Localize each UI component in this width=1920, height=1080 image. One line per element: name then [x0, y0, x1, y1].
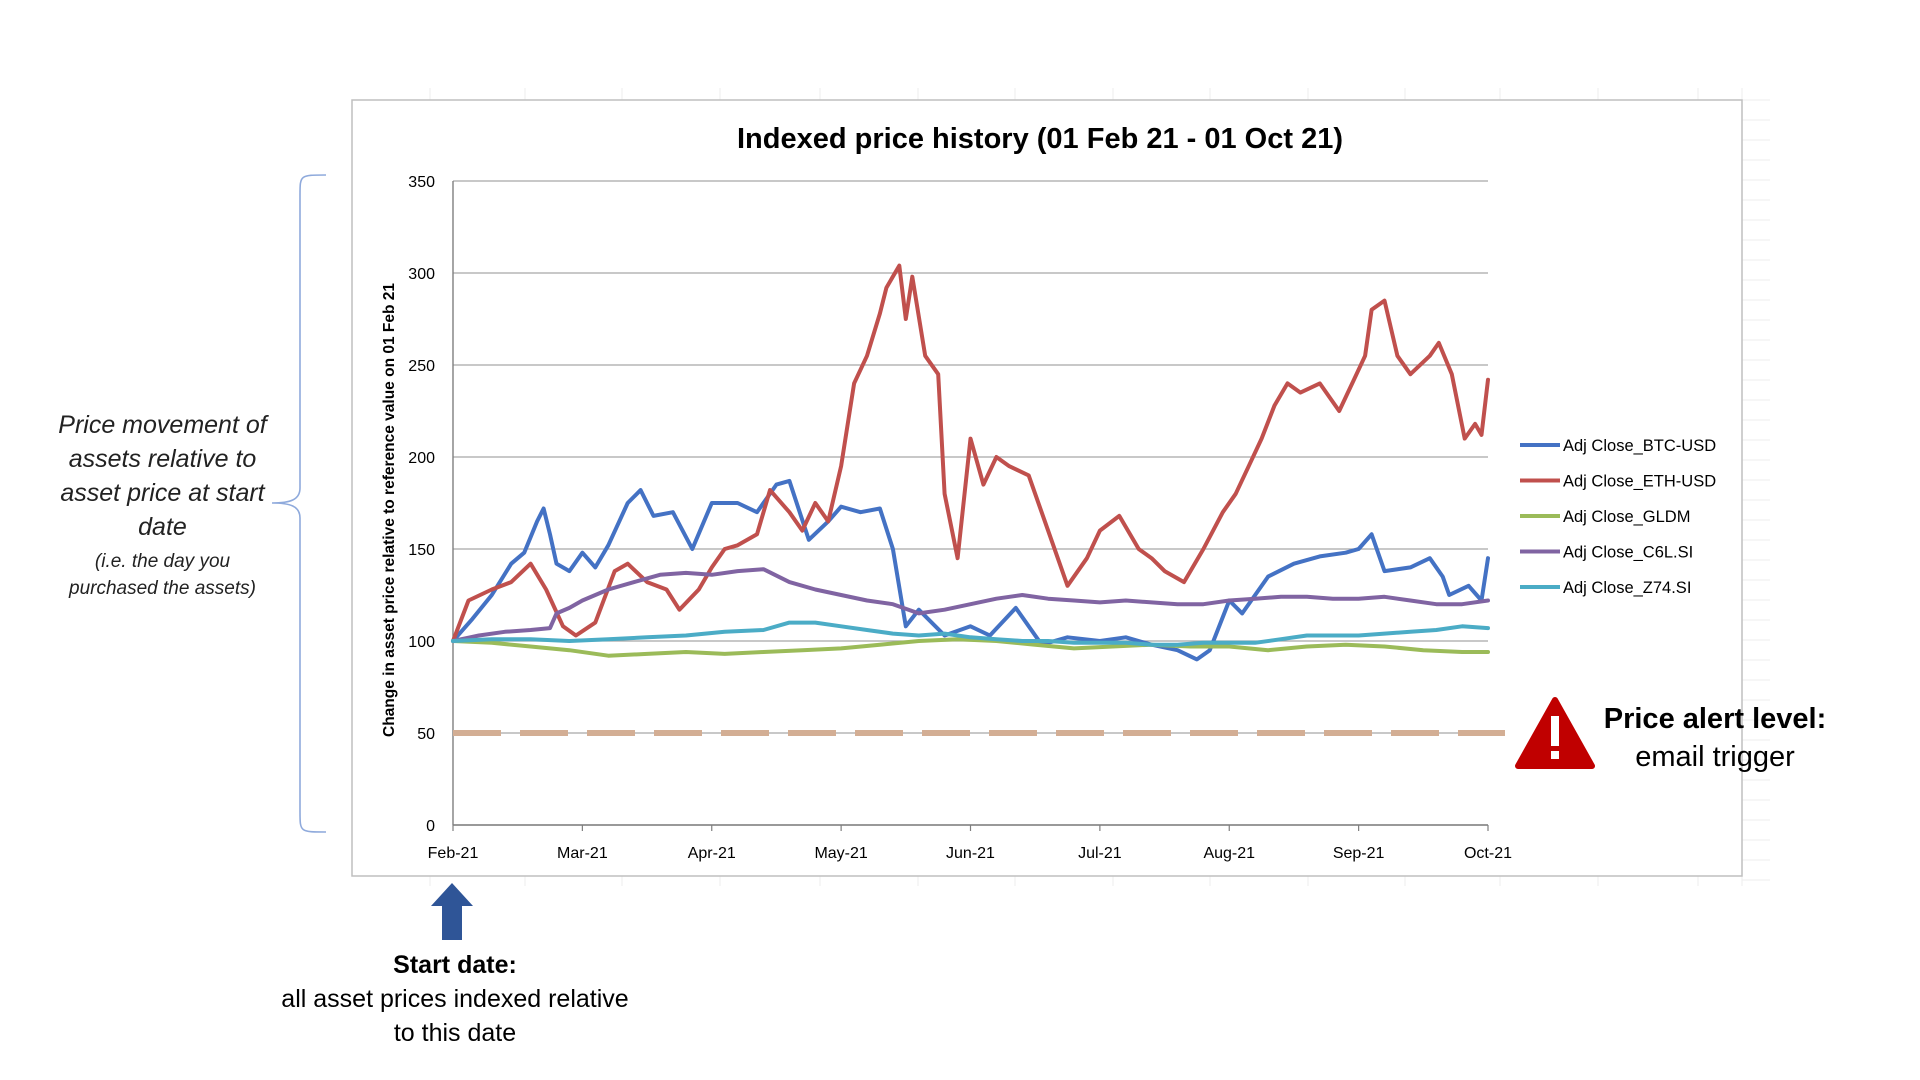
series-line-adj-close-eth-usd: [451, 263, 1490, 643]
legend-entry: Adj Close_BTC-USD: [1563, 437, 1716, 455]
x-tick-label: Jun-21: [946, 845, 995, 862]
left-annotation: Price movement of assets relative to ass…: [55, 408, 270, 602]
y-axis-tick-labels: 0 50 100 150 200 250 300 350: [408, 174, 435, 835]
x-tick-label: Feb-21: [428, 845, 479, 862]
y-tick-label: 0: [426, 818, 435, 835]
x-tick-label: Mar-21: [557, 845, 608, 862]
x-axis-tick-labels: Feb-21 Mar-21 Apr-21 May-21 Jun-21 Jul-21 Aug-…: [428, 825, 1512, 862]
y-axis-label: Change in asset price relative to refere…: [381, 283, 398, 737]
legend: Adj Close_BTC-USD Adj Close_ETH-USD Adj Cl…: [1520, 437, 1716, 597]
y-tick-label: 250: [408, 358, 435, 375]
y-tick-label: 50: [417, 726, 435, 743]
warning-triangle-icon: [1515, 697, 1595, 769]
left-annotation-main: Price movement of assets relative to ass…: [58, 411, 267, 541]
axes: [452, 181, 1488, 826]
start-date-annotation: Start date: all asset prices indexed rel…: [280, 948, 630, 1050]
left-annotation-sub: (i.e. the day you purchased the assets): [69, 551, 256, 599]
y-tick-label: 350: [408, 174, 435, 191]
y-tick-label: 200: [408, 450, 435, 467]
price-alert-body: email trigger: [1635, 741, 1795, 773]
y-tick-label: 100: [408, 634, 435, 651]
x-tick-label: Oct-21: [1464, 845, 1512, 862]
y-tick-label: 300: [408, 266, 435, 283]
x-tick-label: Sep-21: [1333, 845, 1385, 862]
x-tick-label: Aug-21: [1203, 845, 1255, 862]
series-line-adj-close-c6l-si: [451, 567, 1490, 643]
start-date-arrow-icon: [431, 883, 473, 940]
price-alert-title: Price alert level:: [1603, 703, 1827, 735]
legend-entry: Adj Close_ETH-USD: [1563, 473, 1716, 491]
start-date-body: all asset prices indexed relative to thi…: [281, 985, 629, 1047]
y-tick-label: 150: [408, 542, 435, 559]
legend-entry: Adj Close_Z74.SI: [1563, 579, 1691, 597]
x-tick-label: Apr-21: [688, 845, 736, 862]
series-lines: [451, 263, 1490, 662]
legend-entry: Adj Close_GLDM: [1563, 508, 1690, 526]
chart-frame: [351, 99, 1743, 877]
price-alert-annotation: Price alert level: email trigger: [1580, 700, 1850, 776]
chart-title: Indexed price history (01 Feb 21 - 01 Oc…: [737, 123, 1343, 155]
series-line-adj-close-z74-si: [451, 620, 1490, 647]
series-line-adj-close-btc-usd: [451, 478, 1490, 662]
x-tick-label: Jul-21: [1078, 845, 1122, 862]
start-date-title: Start date:: [393, 951, 517, 979]
legend-entry: Adj Close_C6L.SI: [1563, 544, 1693, 562]
x-tick-label: May-21: [814, 845, 867, 862]
left-brace: [271, 174, 327, 833]
series-line-adj-close-gldm: [451, 637, 1490, 658]
